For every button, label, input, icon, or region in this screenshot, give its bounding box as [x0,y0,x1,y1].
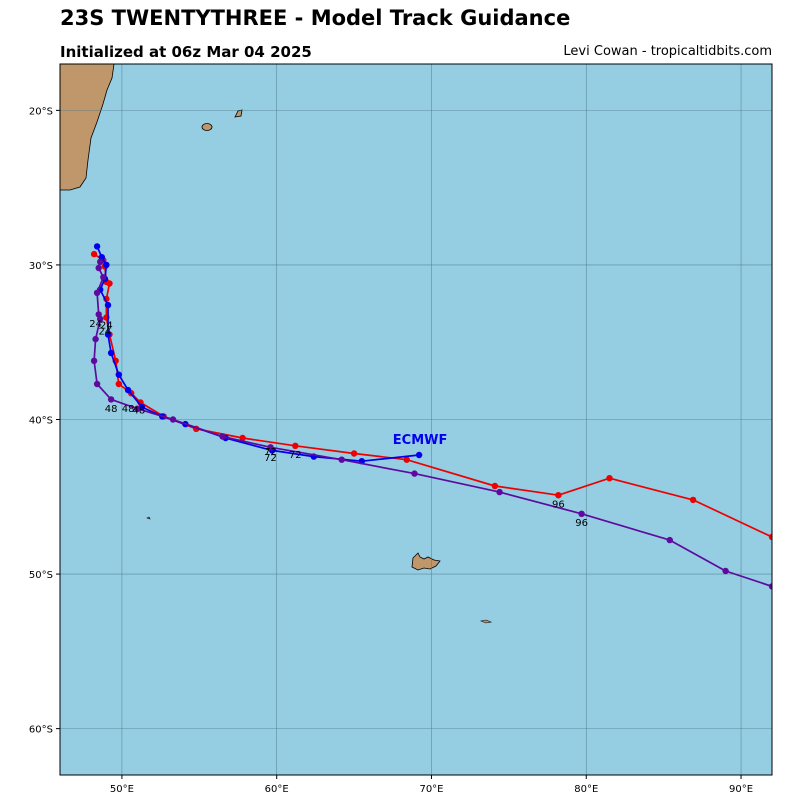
track-point [95,264,102,272]
land-madagascar [60,64,115,191]
y-tick-label: 60°S [29,725,53,736]
forecast-hour-label: 72 [264,447,277,458]
track-point [92,335,99,343]
track-point [415,451,423,459]
track-point [124,386,132,394]
land-mauritius [234,109,243,118]
track-point [606,475,613,482]
x-tick-label: 80°E [574,784,598,795]
track-point [292,442,299,449]
model-tracks [90,243,772,590]
forecast-hour-label: 48 [105,404,118,415]
track-point [104,301,112,309]
track-point [403,456,410,463]
forecast-hour-label: 24 [89,319,102,330]
forecast-hour-label: 48 [122,404,135,415]
y-tick-label: 20°S [29,106,53,117]
model-label: ECMWF [393,433,448,448]
track-point [106,280,113,287]
track-point [115,371,123,378]
track-point [555,492,562,499]
forecast-hour-label: 96 [575,518,588,529]
track-point [411,470,418,477]
x-tick-label: 50°E [110,784,134,795]
forecast-hour-labels: 24 48 72 96 24 48 72 24 48 72 96 [89,319,588,529]
land-reunion [201,123,213,131]
track-point [103,261,110,269]
track-point [115,380,123,388]
forecast-hour-label: 72 [289,450,302,461]
track-series [90,258,772,590]
chart-subtitle: Initialized at 06z Mar 04 2025 [60,43,312,61]
forecast-hour-label: 96 [552,500,565,511]
track-point [97,258,104,265]
forecast-hour-label: 24 [100,320,113,331]
track-point [93,380,101,388]
y-tick-label: 40°S [29,416,53,427]
track-point [93,243,101,250]
x-tick-label: 90°E [729,784,753,795]
y-axis-ticks: 20°S 30°S 40°S 50°S 60°S [29,106,60,736]
track-point [90,357,98,364]
track-series [90,250,772,541]
forecast-hour-label: 24 [99,327,112,338]
track-point [338,456,345,463]
land-crozet [146,516,151,520]
forecast-hour-label: 72 [264,453,277,464]
track-point [97,315,104,323]
chart-title: 23S TWENTYTHREE - Model Track Guidance [60,6,571,30]
track-point [491,482,499,490]
land-heard-island [479,619,493,624]
track-point [107,396,115,403]
y-tick-label: 50°S [29,570,53,581]
track-point [689,496,697,504]
track-point [219,433,226,440]
grid-lines [60,64,772,775]
y-tick-label: 30°S [29,261,53,272]
x-tick-label: 60°E [265,784,289,795]
chart-credit: Levi Cowan - tropicaltidbits.com [563,44,772,59]
model-labels: ECMWF [393,433,448,448]
track-point [496,488,503,496]
track-point [90,250,98,258]
track-point [239,434,246,442]
track-point [169,416,177,423]
track-point [666,536,673,544]
track-point [768,583,772,590]
track-point [100,274,107,281]
track-point [93,289,101,296]
forecast-hour-label: 48 [133,405,146,416]
x-axis-ticks: 50°E 60°E 70°E 80°E 90°E [110,775,753,795]
land-kerguelen [411,552,441,571]
track-point [104,331,112,338]
track-point [578,510,585,517]
track-point [722,567,729,575]
track-point [267,444,274,451]
x-tick-label: 70°E [419,784,443,795]
track-point [134,405,141,412]
track-point [350,450,358,457]
track-point [107,349,115,357]
track-point [768,533,772,541]
